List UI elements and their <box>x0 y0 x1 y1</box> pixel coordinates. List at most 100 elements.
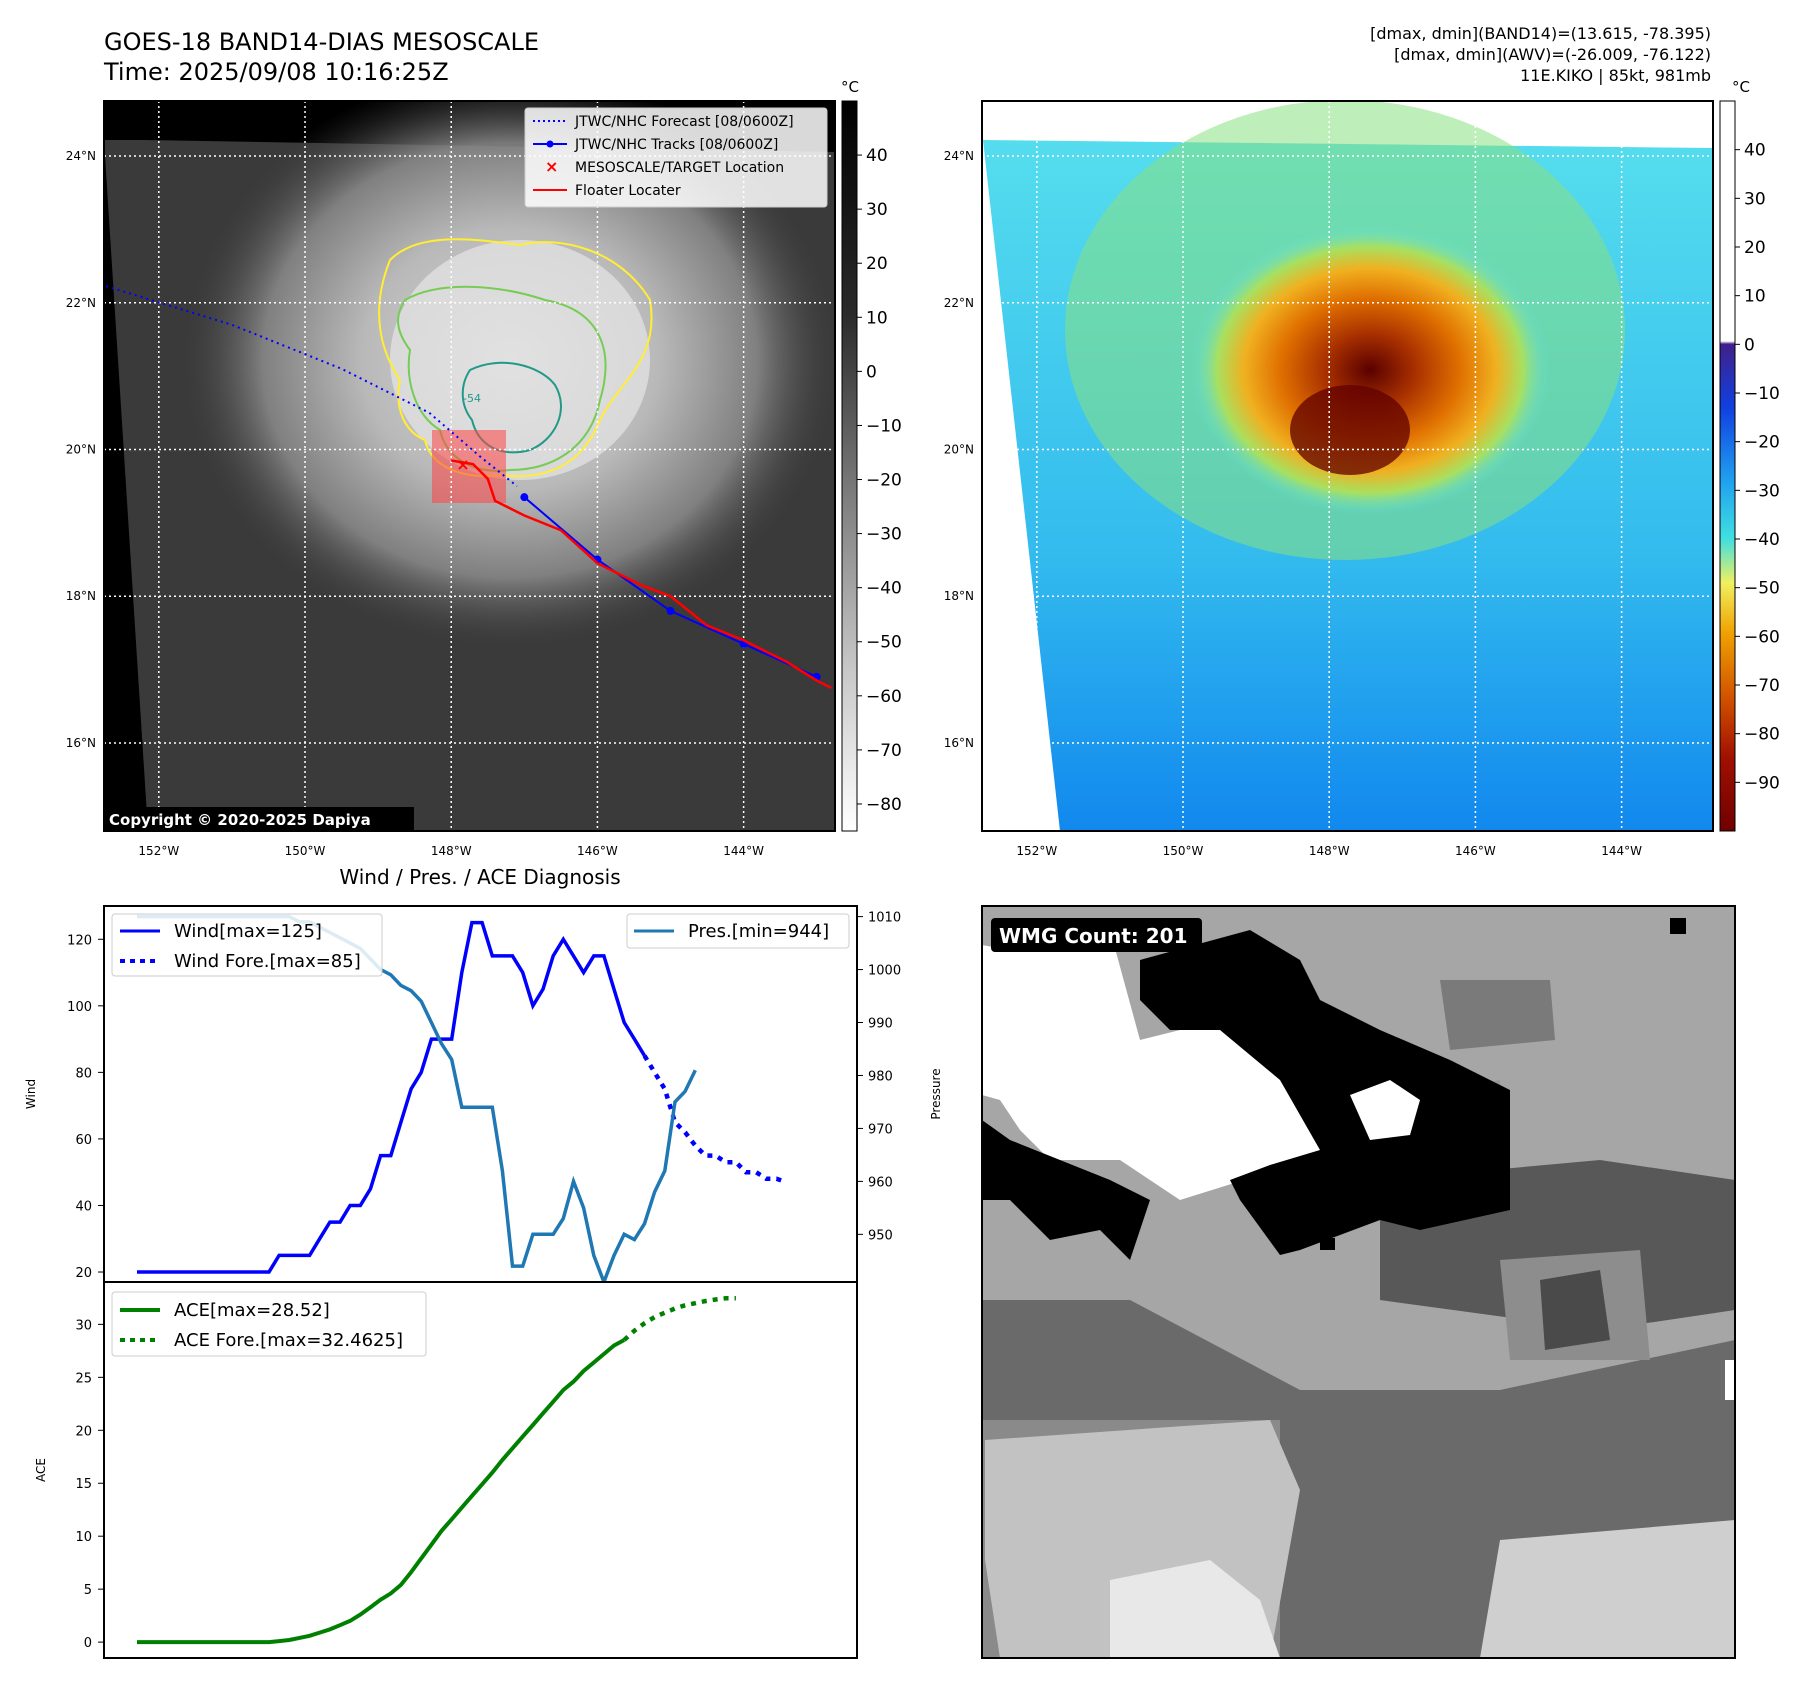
figure-timestamp: Time: 2025/09/08 10:16:25Z <box>103 58 449 86</box>
ace-series-layer <box>137 1296 736 1645</box>
lat-tick-label: 18°N <box>66 589 96 603</box>
colorbar-tick-label: −90 <box>1744 773 1780 793</box>
legend-wind-fore: Wind Fore.[max=85] <box>174 951 361 972</box>
figure-header: GOES-18 BAND14-DIAS MESOSCALE Time: 2025… <box>103 24 1711 86</box>
ace-legend: ACE[max=28.52] ACE Fore.[max=32.4625] <box>111 1291 427 1357</box>
copyright-box <box>104 807 414 831</box>
colorbar-tick-label: −40 <box>1744 530 1780 550</box>
floater-track <box>451 459 832 690</box>
ace-tick-label: 10 <box>75 1530 92 1545</box>
ir-colorbar-unit: °C <box>841 78 859 96</box>
ace-frame <box>103 1281 858 1659</box>
pressure-tick-label: 950 <box>868 1228 893 1243</box>
ace-tick-label: 0 <box>84 1636 92 1651</box>
lat-tick-label: 16°N <box>66 736 96 750</box>
awv-colorbar-unit: °C <box>1732 78 1750 96</box>
ir-contour-outer <box>378 238 653 478</box>
wmg-panel: WMG Count: 201 <box>981 905 1736 1659</box>
colorbar-tick-label: −50 <box>866 633 902 653</box>
lon-tick-label: 152°W <box>1016 844 1057 858</box>
colorbar-tick-label: −70 <box>1744 676 1780 696</box>
ir-frame <box>103 100 836 832</box>
colorbar-tick-label: −30 <box>866 525 902 545</box>
colorbar-tick-label: 10 <box>866 308 888 328</box>
legend-ace-fore: ACE Fore.[max=32.4625] <box>174 1330 403 1351</box>
awv-gridlines <box>982 101 1713 831</box>
ir-panel: -54 × JTWC/NHC Forecast [08/0600Z] JTWC/… <box>66 78 902 858</box>
wmg-frame <box>981 905 1736 1659</box>
colorbar-tick-label: 10 <box>1744 287 1766 307</box>
legend-floater: Floater Locater <box>575 183 681 199</box>
lat-tick-label: 18°N <box>944 589 974 603</box>
wind-tick-label: 80 <box>75 1066 92 1081</box>
ir-contour-mid <box>397 285 607 472</box>
awv-storm-core <box>1190 225 1550 515</box>
figure-title: GOES-18 BAND14-DIAS MESOSCALE <box>104 28 539 56</box>
legend-forecast: JTWC/NHC Forecast [08/0600Z] <box>574 114 794 130</box>
colorbar-tick-label: 20 <box>1744 238 1766 258</box>
wind-observed-line <box>137 920 646 1274</box>
lat-tick-label: 20°N <box>944 442 974 456</box>
ir-legend: JTWC/NHC Forecast [08/0600Z] JTWC/NHC Tr… <box>524 107 828 208</box>
lon-tick-label: 152°W <box>138 844 179 858</box>
pressure-tick-label: 980 <box>868 1069 893 1084</box>
lat-tick-label: 24°N <box>66 149 96 163</box>
awv-colorbar <box>1719 100 1736 832</box>
copyright-text: Copyright © 2020-2025 Dapiya <box>109 811 371 829</box>
band14-stats: [dmax, dmin](BAND14)=(13.615, -78.395) <box>1370 24 1711 43</box>
lat-tick-label: 22°N <box>944 296 974 310</box>
awv-axis-labels: 24°N 22°N 20°N 18°N 16°N 152°W 150°W 148°W 146°W… <box>944 149 1642 858</box>
ace-tick-label: 15 <box>75 1477 92 1492</box>
colorbar-tick-label: −20 <box>1744 433 1780 453</box>
colorbar-tick-label: −10 <box>1744 384 1780 404</box>
ace-tick-label: 5 <box>84 1583 92 1598</box>
legend-target: MESOSCALE/TARGET Location <box>575 160 784 176</box>
colorbar-tick-label: 40 <box>1744 141 1766 161</box>
diag-panel: Wind / Pres. / ACE Diagnosis 12010080604… <box>24 865 943 1659</box>
wind-tick-label: 60 <box>75 1133 92 1148</box>
colorbar-tick-label: −60 <box>1744 627 1780 647</box>
track-layer: × <box>104 284 832 690</box>
floater-target-box <box>432 430 506 503</box>
awv-frame <box>981 100 1714 832</box>
storm-info: 11E.KIKO | 85kt, 981mb <box>1520 66 1711 85</box>
lon-tick-label: 146°W <box>577 844 618 858</box>
legend-ace: ACE[max=28.52] <box>174 1300 330 1321</box>
pressure-tick-label: 1010 <box>868 911 901 926</box>
colorbar-tick-label: 0 <box>866 362 877 382</box>
diag-title: Wind / Pres. / ACE Diagnosis <box>339 865 620 889</box>
lon-tick-label: 144°W <box>1601 844 1642 858</box>
wmg-count-label: WMG Count: 201 <box>999 924 1188 948</box>
lat-tick-label: 24°N <box>944 149 974 163</box>
awv-colorbar-ticks: 40 30 20 10 0 −10 −20 −30 −40 −50 −60 −70 −80 −90 <box>1735 141 1780 793</box>
colorbar-tick-label: −60 <box>866 687 902 707</box>
track-point <box>666 606 675 615</box>
colorbar-tick-label: −40 <box>866 579 902 599</box>
ace-tick-label: 25 <box>75 1371 92 1386</box>
pressure-tick-label: 1000 <box>868 964 901 979</box>
wind-tick-label: 40 <box>75 1199 92 1214</box>
colorbar-tick-label: 20 <box>866 254 888 274</box>
colorbar-tick-label: −70 <box>866 741 902 761</box>
lon-tick-label: 148°W <box>431 844 472 858</box>
pressure-legend: Pres.[min=944] <box>626 913 850 949</box>
legend-target-marker: × <box>545 157 558 176</box>
track-point <box>520 493 529 502</box>
target-marker: × <box>456 455 469 474</box>
wind-tick-label: 100 <box>67 1000 92 1015</box>
diag-ticks: 1201008060402010101000990980970960950302… <box>67 911 901 1652</box>
pressure-tick-label: 990 <box>868 1017 893 1032</box>
ace-ylabel: ACE <box>34 1458 48 1482</box>
wmg-label-box <box>991 918 1202 952</box>
ir-colorbar-ticks: 40 30 20 10 0 −10 −20 −30 −40 −50 −60 −70 −80 <box>857 146 902 815</box>
colorbar-tick-label: −50 <box>1744 579 1780 599</box>
awv-stats: [dmax, dmin](AWV)=(-26.009, -76.122) <box>1394 45 1711 64</box>
awv-dark-center <box>1290 385 1410 475</box>
lat-tick-label: 22°N <box>66 296 96 310</box>
ir-cold-core <box>390 240 650 480</box>
lat-tick-label: 20°N <box>66 442 96 456</box>
lon-tick-label: 150°W <box>1163 844 1204 858</box>
awv-panel: °C 403020100−10−20−30−40−50−60−70−80−90 … <box>944 78 1780 858</box>
colorbar-tick-label: −80 <box>1744 725 1780 745</box>
